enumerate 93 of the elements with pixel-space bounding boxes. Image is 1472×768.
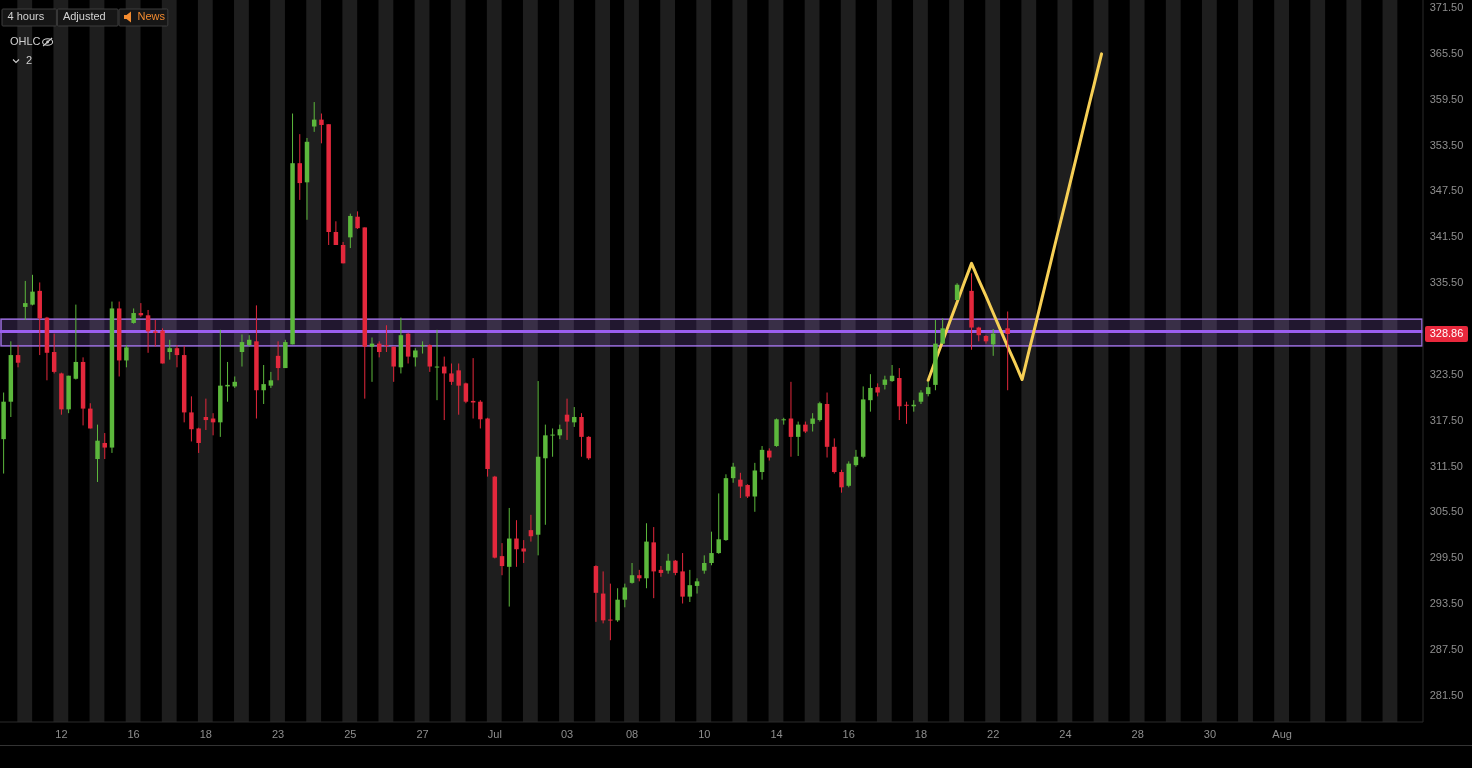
- x-tick-label: 30: [1203, 727, 1217, 740]
- candlestick: [543, 424, 548, 526]
- x-tick-label: 18: [914, 727, 928, 740]
- candlestick: [868, 373, 873, 413]
- candlestick: [521, 539, 526, 564]
- y-tick-label: 359.50: [1429, 92, 1464, 105]
- candlestick: [716, 492, 721, 555]
- candlestick: [319, 113, 324, 144]
- candlestick: [629, 562, 635, 585]
- line-series: [926, 52, 1104, 382]
- candlestick: [1005, 311, 1010, 391]
- candlestick: [413, 347, 418, 368]
- annotation: OHLC: [10, 34, 41, 47]
- annotation: Adjusted: [62, 10, 106, 23]
- candlestick: [88, 402, 93, 429]
- x-tick-label: 25: [344, 727, 357, 740]
- candlestick: [550, 427, 555, 458]
- annotation: 2: [26, 53, 33, 66]
- y-tick-label: 299.50: [1429, 551, 1464, 564]
- x-tick-label: Aug: [1272, 727, 1292, 740]
- annotation: 4 hours: [7, 10, 45, 23]
- y-tick-label: 293.50: [1429, 597, 1464, 610]
- candlestick: [196, 427, 201, 454]
- candlestick: [297, 133, 303, 201]
- candlestick: [124, 344, 129, 368]
- candlestick: [420, 340, 425, 355]
- candlestick: [586, 435, 591, 461]
- x-tick-label: 24: [1059, 727, 1072, 740]
- y-tick-label: 365.50: [1429, 46, 1464, 59]
- candlestick: [564, 398, 570, 441]
- x-tick-label: 03: [560, 727, 574, 740]
- candlestick: [73, 304, 79, 381]
- candlestick: [311, 101, 317, 133]
- x-tick-label: 18: [199, 727, 212, 740]
- candlestick: [478, 399, 483, 429]
- candlestick: [268, 371, 274, 389]
- annotation: 328.86: [1429, 326, 1464, 339]
- candlestick: [694, 577, 700, 595]
- x-tick-label: 16: [127, 727, 140, 740]
- annotation: News: [137, 10, 166, 23]
- y-tick-label: 287.50: [1429, 643, 1464, 656]
- candlestick: [709, 531, 714, 566]
- y-tick-label: 335.50: [1429, 276, 1464, 289]
- candlestick: [702, 554, 707, 575]
- x-tick-label: 27: [416, 727, 429, 740]
- x-tick-label: Jul: [487, 727, 502, 740]
- candlestick: [904, 401, 909, 425]
- x-tick-label: 23: [271, 727, 285, 740]
- candlestick: [51, 333, 57, 374]
- candlestick: [167, 339, 172, 361]
- y-tick-label: 341.50: [1429, 230, 1464, 243]
- candlestick: [434, 329, 440, 401]
- candlestick: [189, 395, 194, 442]
- candlestick: [810, 412, 815, 433]
- candlestick: [738, 472, 743, 499]
- candlestick: [427, 343, 433, 373]
- candlestick: [30, 274, 35, 306]
- candlestick: [608, 583, 613, 641]
- y-tick-label: 353.50: [1429, 138, 1464, 151]
- candlestick: [514, 519, 519, 568]
- x-tick-label: 22: [987, 727, 1000, 740]
- y-tick-label: 317.50: [1429, 413, 1464, 426]
- candlestick: [940, 317, 945, 345]
- candlestick: [348, 213, 353, 249]
- x-tick-label: 14: [770, 727, 783, 740]
- x-tick-label: 08: [625, 727, 639, 740]
- candlestick: [95, 424, 100, 483]
- y-tick-label: 323.50: [1429, 367, 1464, 380]
- candlestick: [384, 324, 389, 353]
- candlestick: [102, 432, 107, 460]
- candlestick: [261, 364, 266, 405]
- x-tick-label: 28: [1131, 727, 1144, 740]
- candlestick: [449, 362, 454, 386]
- candlestick: [174, 344, 180, 368]
- candlestick: [153, 319, 158, 348]
- x-tick-label: 12: [55, 727, 68, 740]
- x-tick-label: 10: [698, 727, 711, 740]
- y-tick-label: 311.50: [1430, 459, 1463, 472]
- candlestick: [456, 362, 461, 416]
- candlestick: [579, 412, 584, 458]
- candlestick: [391, 346, 396, 383]
- candlestick: [839, 469, 844, 494]
- candlestick: [817, 401, 823, 423]
- candlestick: [23, 280, 28, 321]
- candlestick: [615, 587, 620, 623]
- candlestick: [15, 344, 21, 368]
- x-tick-label: 16: [842, 727, 855, 740]
- y-tick-label: 347.50: [1429, 184, 1464, 197]
- candlestick: [687, 569, 693, 603]
- y-tick-label: 305.50: [1429, 505, 1464, 518]
- y-tick-label: 371.50: [1429, 0, 1464, 13]
- y-tick-label: 281.50: [1429, 688, 1464, 701]
- candlestick: [622, 583, 628, 608]
